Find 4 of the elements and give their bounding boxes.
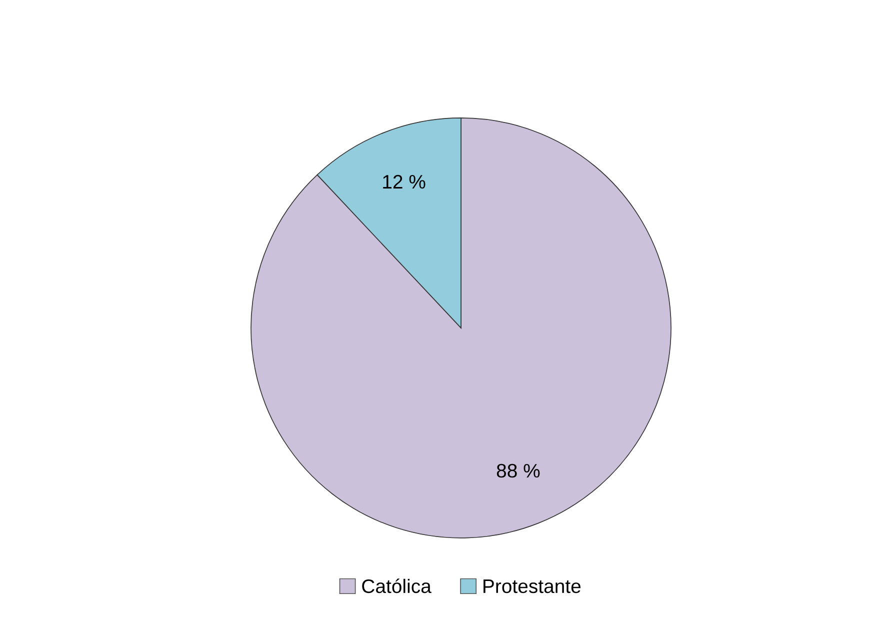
legend-label: Católica [362,578,432,594]
legend-label: Protestante [484,580,581,594]
data-label: 12 % [383,174,426,189]
data-label: 88 % [496,464,540,478]
